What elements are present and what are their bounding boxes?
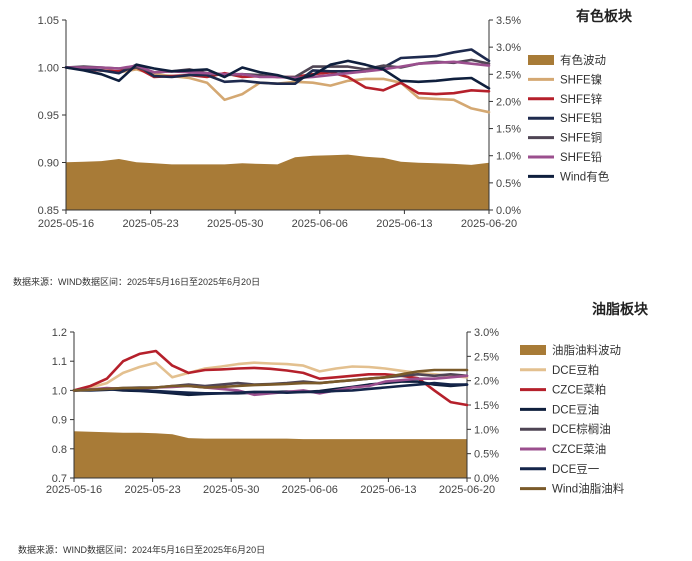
y2-tick-label: 3.5% xyxy=(496,15,521,27)
y-tick-label: 0.7 xyxy=(52,473,67,485)
line-series xyxy=(72,368,469,392)
legend-label: CZCE菜粕 xyxy=(552,383,606,397)
x-tick-label: 2025-06-20 xyxy=(461,218,517,230)
legend-label: SHFE铜 xyxy=(560,131,602,145)
x-tick-label: 2025-05-16 xyxy=(38,218,94,230)
x-tick-label: 2025-06-20 xyxy=(439,484,495,496)
y2-tick-label: 1.5% xyxy=(474,400,499,412)
y2-tick-label: 0.0% xyxy=(496,205,521,217)
legend-label: DCE棕榈油 xyxy=(552,422,611,436)
y-tick-label: 0.85 xyxy=(38,205,59,217)
legend-label: SHFE锌 xyxy=(560,92,603,106)
y-tick-label: 0.90 xyxy=(38,158,59,170)
legend-label: DCE豆一 xyxy=(552,464,600,476)
x-tick-label: 2025-05-23 xyxy=(122,218,178,230)
legend-label: Wind有色 xyxy=(560,169,610,183)
chart-title: 有色板块 xyxy=(576,8,633,24)
y2-tick-label: 2.5% xyxy=(496,69,521,81)
x-tick-label: 2025-05-30 xyxy=(203,484,259,496)
y-tick-label: 1.00 xyxy=(38,63,59,75)
legend-label: SHFE铝 xyxy=(560,111,602,125)
x-tick-label: 2025-05-16 xyxy=(46,484,102,496)
x-tick-label: 2025-06-13 xyxy=(360,484,416,496)
x-tick-label: 2025-05-30 xyxy=(207,218,263,230)
legend-label: DCE豆粕 xyxy=(552,363,599,377)
x-tick-label: 2025-06-06 xyxy=(292,218,348,230)
chart-title: 油脂板块 xyxy=(592,301,649,317)
y-tick-label: 0.95 xyxy=(38,110,59,122)
legend-label: 油脂油料波动 xyxy=(552,343,621,357)
line-series xyxy=(64,59,491,90)
line-series xyxy=(72,349,469,407)
y-tick-label: 0.8 xyxy=(52,444,67,456)
y2-tick-label: 2.0% xyxy=(496,96,521,108)
y-tick-label: 0.9 xyxy=(52,415,67,427)
x-tick-label: 2025-05-23 xyxy=(124,484,180,496)
y2-tick-label: 1.0% xyxy=(496,151,521,163)
chart-oils: 油脂板块 数据来源：WIND数据区间：2024年5月16日至2025年6月20日… xyxy=(18,301,649,555)
y-tick-label: 1.2 xyxy=(52,327,67,339)
y-tick-label: 1.05 xyxy=(38,15,59,27)
source-note: 数据来源：WIND数据区间：2025年5月16日至2025年6月20日 xyxy=(13,276,260,287)
line-series xyxy=(72,381,469,395)
x-tick-label: 2025-06-13 xyxy=(376,218,432,230)
y2-tick-label: 0.5% xyxy=(496,178,521,190)
y2-tick-label: 0.5% xyxy=(474,449,499,461)
area-series-volatility xyxy=(74,431,467,478)
source-note: 数据来源：WIND数据区间：2024年5月16日至2025年6月20日 xyxy=(18,544,265,555)
y2-tick-label: 0.0% xyxy=(474,473,499,485)
line-series xyxy=(72,361,469,392)
y2-tick-label: 2.5% xyxy=(474,351,499,363)
legend-label: SHFE铅 xyxy=(560,150,603,164)
x-tick-label: 2025-06-06 xyxy=(282,484,338,496)
y2-tick-label: 2.0% xyxy=(474,376,499,388)
legend-label: DCE豆油 xyxy=(552,402,599,416)
y-tick-label: 1.1 xyxy=(52,356,67,368)
y2-tick-label: 3.0% xyxy=(474,327,499,339)
y2-tick-label: 3.0% xyxy=(496,42,521,54)
legend-swatch-area xyxy=(520,345,546,355)
chart-metals: 有色板块 数据来源：WIND数据区间：2025年5月16日至2025年6月20日… xyxy=(13,8,633,287)
legend-label: CZCE菜油 xyxy=(552,442,606,456)
area-series-volatility xyxy=(66,154,489,210)
y2-tick-label: 1.5% xyxy=(496,124,521,136)
legend-label: 有色波动 xyxy=(560,53,606,67)
legend-swatch-area xyxy=(528,55,554,65)
y-tick-label: 1.0 xyxy=(52,385,67,397)
y2-tick-label: 1.0% xyxy=(474,424,499,436)
legend-label: SHFE镍 xyxy=(560,72,602,86)
legend-label: Wind油脂油料 xyxy=(552,482,625,496)
